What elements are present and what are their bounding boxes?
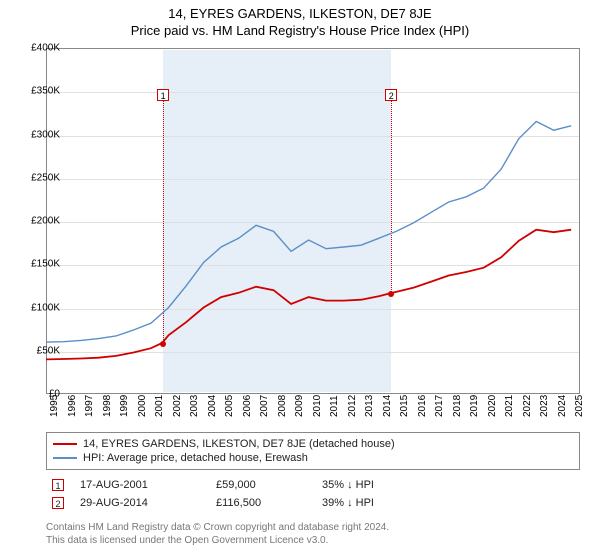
legend-label-property: 14, EYRES GARDENS, ILKESTON, DE7 8JE (de… (83, 438, 395, 450)
x-axis-label: 2017 (434, 395, 445, 417)
transaction-date-2: 29-AUG-2014 (80, 497, 200, 509)
x-axis-label: 2016 (417, 395, 428, 417)
x-axis-label: 2025 (574, 395, 585, 417)
legend-box: 14, EYRES GARDENS, ILKESTON, DE7 8JE (de… (46, 432, 580, 470)
x-axis-label: 2007 (259, 395, 270, 417)
y-axis-label: £400K (16, 43, 60, 54)
x-axis-label: 2020 (487, 395, 498, 417)
x-axis-label: 2010 (312, 395, 323, 417)
x-axis-label: 1999 (119, 395, 130, 417)
x-axis-label: 2000 (137, 395, 148, 417)
transaction-date-1: 17-AUG-2001 (80, 479, 200, 491)
transaction-marker-2: 2 (52, 497, 64, 509)
footer-line-2: This data is licensed under the Open Gov… (46, 535, 580, 548)
x-axis-label: 2013 (364, 395, 375, 417)
y-axis-label: £250K (16, 172, 60, 183)
footer-attribution: Contains HM Land Registry data © Crown c… (46, 522, 580, 547)
x-axis-label: 2002 (172, 395, 183, 417)
x-axis-label: 2004 (207, 395, 218, 417)
legend-swatch-property (53, 443, 77, 445)
x-axis-label: 2011 (329, 395, 340, 417)
y-axis-label: £50K (16, 345, 60, 356)
x-axis-label: 2024 (557, 395, 568, 417)
chart-title-subtitle: Price paid vs. HM Land Registry's House … (0, 21, 600, 38)
transaction-price-2: £116,500 (216, 497, 306, 509)
y-axis-label: £300K (16, 129, 60, 140)
y-axis-label: £100K (16, 302, 60, 313)
x-axis-label: 1997 (84, 395, 95, 417)
transaction-row-2: 2 29-AUG-2014 £116,500 39% ↓ HPI (46, 494, 580, 512)
legend-label-hpi: HPI: Average price, detached house, Erew… (83, 452, 308, 464)
x-axis-label: 2022 (522, 395, 533, 417)
transactions-table: 1 17-AUG-2001 £59,000 35% ↓ HPI 2 29-AUG… (46, 476, 580, 512)
x-axis-label: 2003 (189, 395, 200, 417)
x-axis-label: 2005 (224, 395, 235, 417)
x-axis-label: 2018 (452, 395, 463, 417)
x-axis-label: 2006 (242, 395, 253, 417)
y-axis-label: £150K (16, 259, 60, 270)
x-axis-label: 1998 (102, 395, 113, 417)
chart-plot-area: 12 1995199619971998199920002001200220032… (46, 48, 580, 394)
x-axis-label: 2001 (154, 395, 165, 417)
series-line-hpi (46, 122, 571, 343)
transaction-diff-2: 39% ↓ HPI (322, 497, 580, 509)
legend-row-property: 14, EYRES GARDENS, ILKESTON, DE7 8JE (de… (53, 437, 573, 451)
legend-row-hpi: HPI: Average price, detached house, Erew… (53, 451, 573, 465)
legend-swatch-hpi (53, 457, 77, 459)
x-axis-label: 2008 (277, 395, 288, 417)
y-axis-label: £350K (16, 86, 60, 97)
x-axis-label: 2019 (469, 395, 480, 417)
transaction-row-1: 1 17-AUG-2001 £59,000 35% ↓ HPI (46, 476, 580, 494)
transaction-marker-1: 1 (52, 479, 64, 491)
x-axis-label: 2014 (382, 395, 393, 417)
y-axis-label: £0 (16, 389, 60, 400)
x-axis-label: 2009 (294, 395, 305, 417)
transaction-price-1: £59,000 (216, 479, 306, 491)
y-axis-label: £200K (16, 216, 60, 227)
x-axis-label: 2021 (504, 395, 515, 417)
chart-lines (46, 48, 580, 394)
x-axis-label: 2015 (399, 395, 410, 417)
series-line-property (46, 230, 571, 360)
x-axis-label: 2012 (347, 395, 358, 417)
transaction-diff-1: 35% ↓ HPI (322, 479, 580, 491)
x-axis-label: 2023 (539, 395, 550, 417)
footer-line-1: Contains HM Land Registry data © Crown c… (46, 522, 580, 535)
x-axis-label: 1996 (67, 395, 78, 417)
chart-title-address: 14, EYRES GARDENS, ILKESTON, DE7 8JE (0, 0, 600, 21)
